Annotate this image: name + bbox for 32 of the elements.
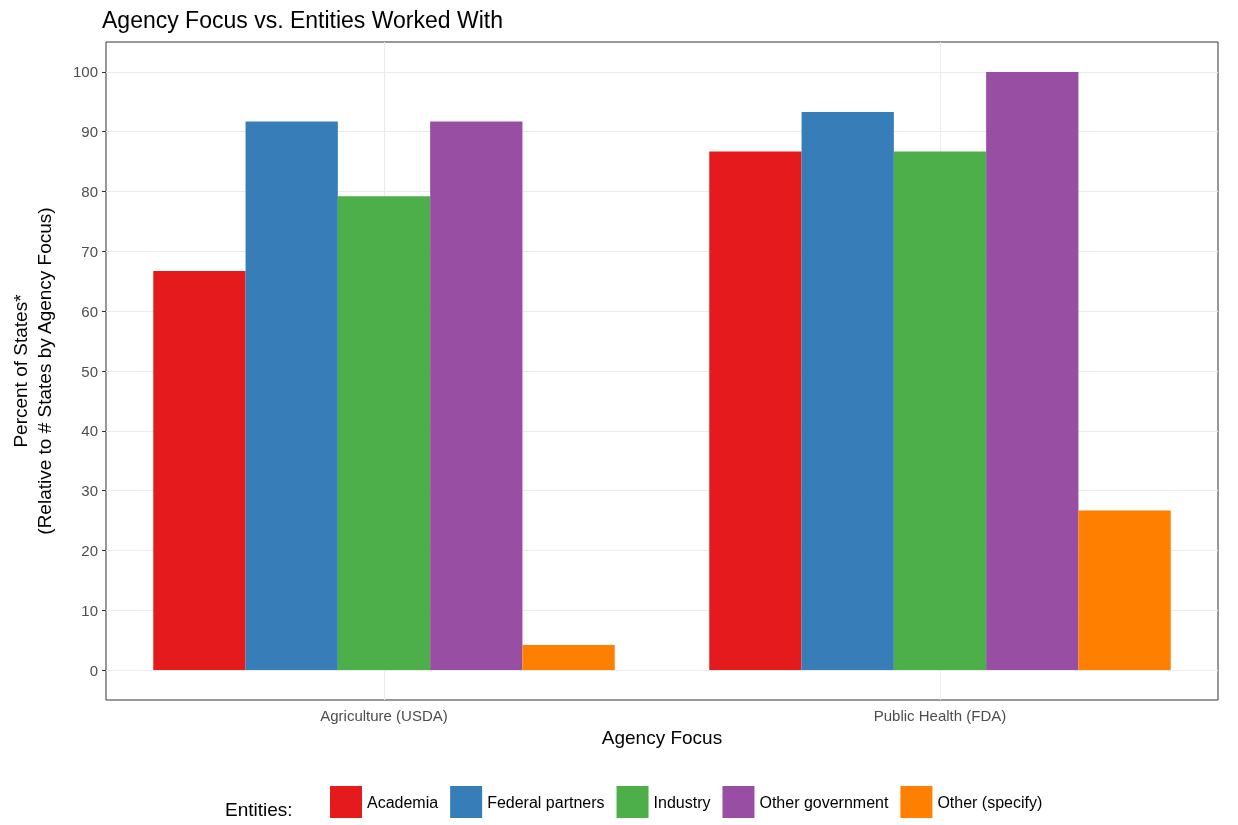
legend-label: Other government [759,793,889,811]
bar [893,151,987,671]
bar [709,151,802,671]
y-tick-label: 10 [81,601,98,619]
legend-label: Other (specify) [937,793,1043,811]
bar [801,111,894,671]
bar [986,71,1079,671]
bar [245,121,338,671]
bar [153,271,246,671]
y-tick-label: 60 [81,302,98,320]
y-tick-label: 40 [81,422,98,440]
legend-label: Federal partners [487,793,605,811]
bar [430,121,523,671]
legend-label: Industry [653,793,711,811]
y-tick-label: 30 [81,482,98,500]
bar [522,644,615,671]
y-tick-label: 90 [81,123,98,141]
y-tick-label: 80 [81,183,98,201]
y-axis-title: Percent of States* (Relative to # States by Agency Focus) [9,207,55,535]
x-axis-title: Agency Focus [601,727,723,748]
legend-title: Entities: [225,799,293,820]
bar [1078,510,1171,671]
y-tick-label: 70 [81,242,98,260]
y-tick-label: 0 [89,661,98,679]
bar [337,196,431,671]
chart-title: Agency Focus vs. Entities Worked With [102,6,503,33]
x-tick-label: Public Health (FDA) [873,707,1007,724]
y-tick-label: 50 [81,362,98,380]
y-tick-label: 20 [81,541,98,559]
x-tick-label: Agriculture (USDA) [320,707,448,724]
y-tick-label: 100 [72,63,98,81]
legend-label: Academia [367,793,439,811]
